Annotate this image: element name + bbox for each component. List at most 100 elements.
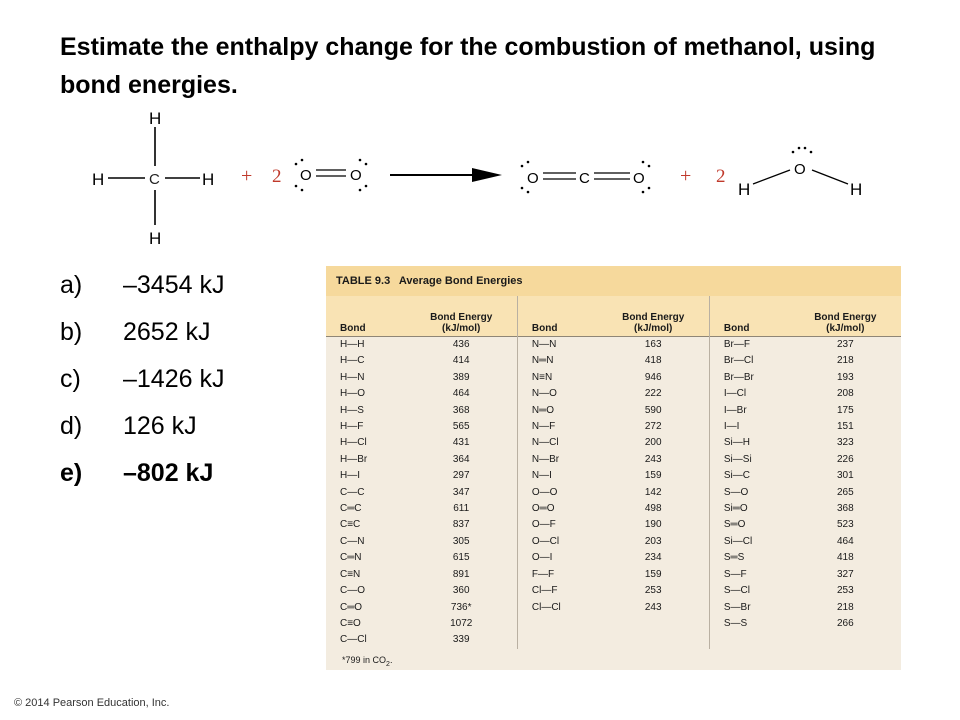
bond-cell: F—F <box>516 566 598 584</box>
answer-a[interactable]: a) –3454 kJ <box>60 262 224 309</box>
energy-cell: 523 <box>836 519 854 531</box>
answer-c[interactable]: c) –1426 kJ <box>60 356 224 403</box>
energy-cell: 615 <box>452 552 470 564</box>
energy-cell: 203 <box>644 535 662 547</box>
methanol-h-left: H <box>92 170 104 189</box>
co2-o-left: O <box>527 170 539 187</box>
bond-cell: S═S <box>708 550 790 567</box>
energy-cell: 891 <box>452 568 470 580</box>
answer-b[interactable]: b) 2652 kJ <box>60 309 224 356</box>
bond-cell: C═N <box>340 552 362 564</box>
bond-cell: I—I <box>708 419 790 436</box>
bond-cell: Cl—Cl <box>516 599 598 616</box>
methanol-h-bottom: H <box>149 229 161 248</box>
answer-d[interactable]: d) 126 kJ <box>60 403 224 450</box>
answer-letter: b) <box>60 318 83 346</box>
energy-cell: 364 <box>452 453 470 465</box>
energy-cell: 193 <box>836 371 854 383</box>
col-header-bond: Bond <box>516 296 598 337</box>
footnote-subscript: 2 <box>386 660 390 668</box>
energy-cell: 611 <box>453 503 470 515</box>
methanol-h-top: H <box>149 109 161 128</box>
bond-cell: O—Cl <box>516 533 598 551</box>
bond-cell: C—C <box>340 486 365 498</box>
energy-cell: 498 <box>644 503 662 515</box>
energy-cell: 265 <box>836 486 854 498</box>
energy-cell: 418 <box>644 355 662 367</box>
methanol-structure <box>108 127 200 225</box>
oxygen-molecule: O O <box>294 158 368 192</box>
table-row: C—Cl 339 <box>326 632 901 649</box>
energy-cell: 347 <box>452 486 470 498</box>
col-header-energy-label: Bond Energy <box>430 312 493 323</box>
col-header-bond: Bond <box>326 296 406 337</box>
table-row: C═O 736* Cl—Cl 243 S—Br 218 <box>326 599 901 616</box>
bond-cell: H—Cl <box>340 437 367 449</box>
energy-cell: 253 <box>644 585 662 597</box>
bond-cell: O—I <box>516 550 598 567</box>
energy-cell: 243 <box>644 601 662 613</box>
bond-cell: N═N <box>516 353 598 370</box>
table-row: C≡N 891 F—F 159 S—F 327 <box>326 566 901 584</box>
table-row: H—N 389 N≡N 946 Br—Br 193 <box>326 369 901 387</box>
col-header-energy: Bond Energy (kJ/mol) <box>405 296 518 337</box>
bond-cell: C—O <box>340 585 365 597</box>
answer-text: –802 kJ <box>123 459 214 487</box>
answer-e-correct[interactable]: e) –802 kJ <box>60 450 224 497</box>
energy-cell: 389 <box>452 371 470 383</box>
answer-letter: d) <box>60 412 83 440</box>
energy-cell: 305 <box>452 535 470 547</box>
bond-cell: Si—Si <box>708 451 790 469</box>
energy-cell: 297 <box>452 470 470 482</box>
bond-cell: I—Br <box>708 402 790 420</box>
col-header-energy: Bond Energy (kJ/mol) <box>597 296 710 337</box>
energy-cell: 339 <box>452 634 470 646</box>
bond-cell: S—Cl <box>708 583 790 600</box>
question-text: Estimate the enthalpy change for the com… <box>60 33 876 99</box>
o2-coefficient: 2 <box>272 166 282 187</box>
co2-o-right: O <box>633 170 645 187</box>
table-row: C═C 611 O═O 498 Si═O 368 <box>326 501 901 518</box>
bond-cell: H—O <box>340 388 365 400</box>
energy-cell: 327 <box>836 568 854 580</box>
copyright-notice: © 2014 Pearson Education, Inc. <box>14 697 170 709</box>
energy-cell: 946 <box>644 371 662 383</box>
plus-sign-2: + <box>680 165 691 187</box>
energy-cell: 200 <box>644 437 662 449</box>
bond-cell: O—O <box>516 484 598 502</box>
bond-cell: H—S <box>340 404 364 416</box>
energy-cell: 253 <box>836 585 854 597</box>
energy-cell: 218 <box>836 355 854 367</box>
bond-cell: Cl—F <box>516 583 598 600</box>
table-row: C≡O 1072 S—S 266 <box>326 615 901 633</box>
energy-cell: 226 <box>836 453 854 465</box>
bond-cell: Br—Br <box>708 369 790 387</box>
energy-cell: 237 <box>836 339 854 350</box>
bond-cell: C≡C <box>340 519 361 531</box>
bond-cell: Si—Cl <box>708 533 790 551</box>
bond-cell: H—C <box>340 355 365 367</box>
col-header-bond: Bond <box>708 296 790 337</box>
table-number: TABLE 9.3 <box>336 275 391 287</box>
energy-cell: 1072 <box>450 617 473 629</box>
bond-cell <box>516 632 598 649</box>
bond-cell: N—I <box>516 468 598 485</box>
energy-cell <box>598 632 710 648</box>
bond-cell: S—Br <box>708 599 790 616</box>
answer-text: –3454 kJ <box>123 271 225 299</box>
methanol-h-right: H <box>202 170 214 189</box>
bond-cell: N≡N <box>516 369 598 387</box>
col-header-energy-unit: (kJ/mol) <box>826 323 865 334</box>
water-molecule: O H H <box>738 146 862 199</box>
energy-cell: 368 <box>452 404 470 416</box>
answer-text: 126 kJ <box>123 412 197 440</box>
bond-cell: N—Br <box>516 451 598 469</box>
bond-cell: N—Cl <box>516 435 598 452</box>
bond-cell: O═O <box>516 501 598 518</box>
bond-cell: S—O <box>708 484 790 502</box>
bond-cell: C≡O <box>340 617 361 629</box>
energy-cell: 414 <box>452 355 470 367</box>
bond-cell: C≡N <box>340 568 361 580</box>
bond-cell: N—N <box>516 336 598 354</box>
table-row: H—C 414 N═N 418 Br—Cl 218 <box>326 353 901 370</box>
